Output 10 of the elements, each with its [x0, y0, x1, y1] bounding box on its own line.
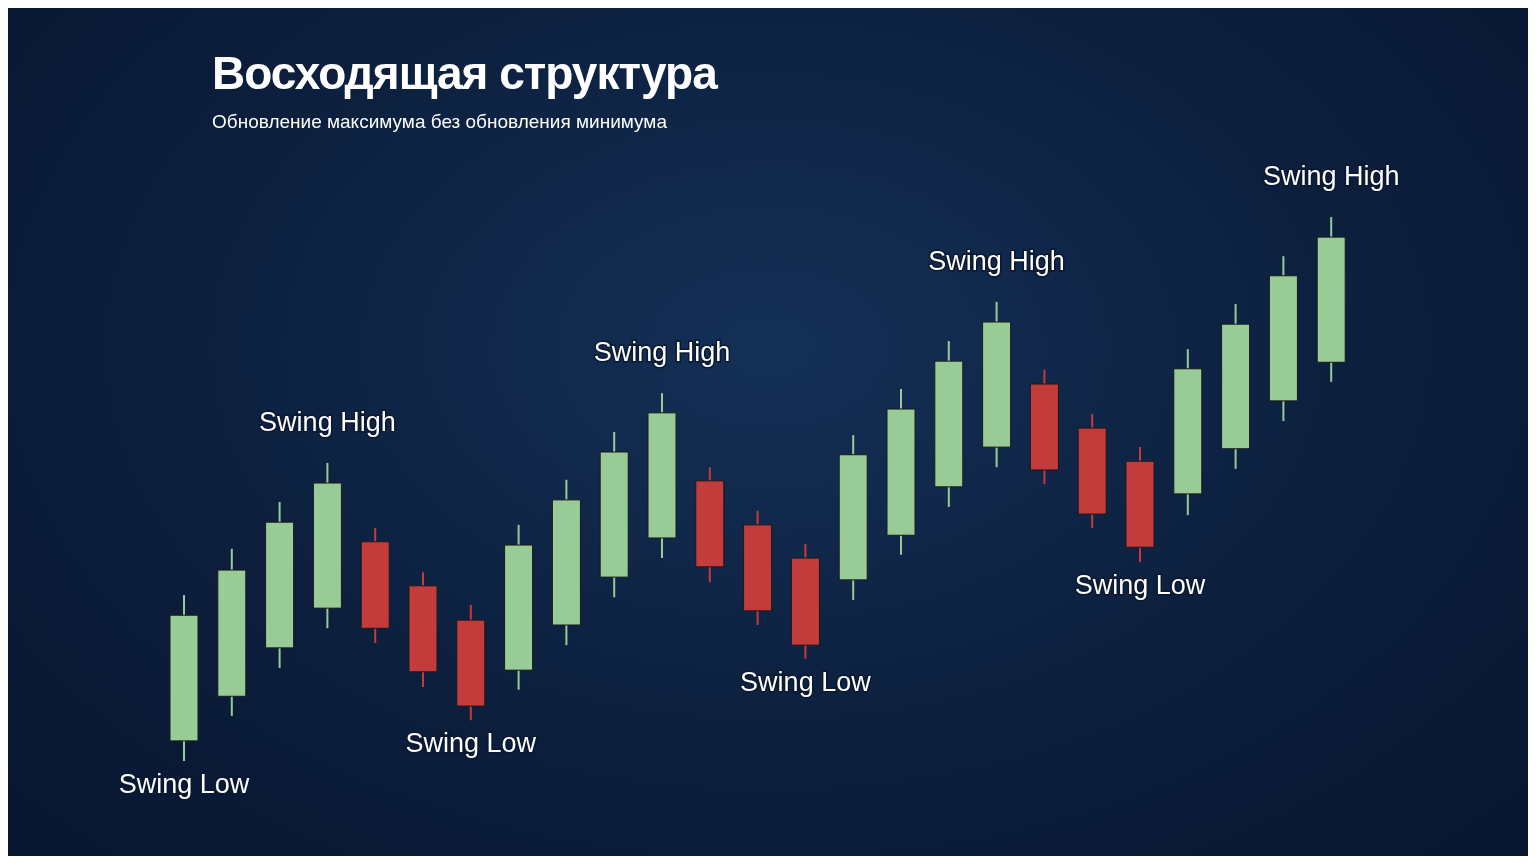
chart-title: Восходящая структура [212, 46, 717, 100]
annotation: Swing High [259, 406, 396, 437]
annotation: Swing High [1262, 161, 1400, 191]
annotation: Swing Low [118, 769, 250, 799]
annotation: Swing Low [1074, 569, 1206, 600]
annotation: Swing Low [405, 728, 537, 759]
annotation: Swing High [593, 337, 731, 368]
annotation: Swing Low [740, 666, 872, 697]
annotation: Swing High [928, 245, 1065, 276]
chart-subtitle: Обновление максимума без обновления минимума [212, 111, 667, 133]
